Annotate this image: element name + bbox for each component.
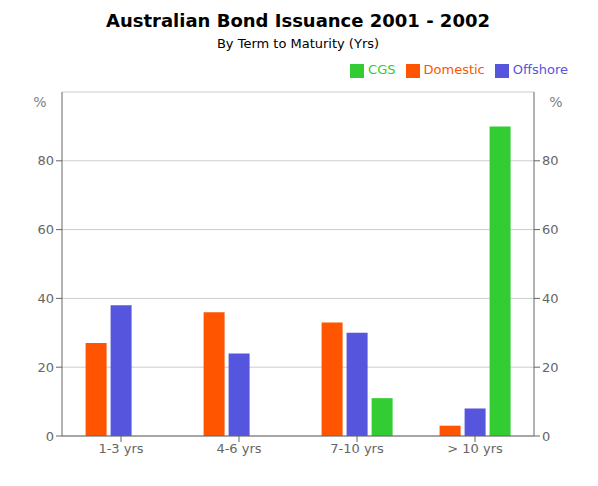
html-text:Domestic: Domestic	[423, 62, 485, 77]
svg-text:%: %	[33, 94, 46, 110]
svg-text:1-3 yrs: 1-3 yrs	[98, 441, 143, 456]
svg-text:20: 20	[37, 360, 54, 375]
svg-text:40: 40	[542, 291, 559, 306]
svg-text:%: %	[549, 94, 562, 110]
svg-text:20: 20	[542, 360, 559, 375]
svg-text:4-6 yrs: 4-6 yrs	[216, 441, 261, 456]
html-text:CGS: CGS	[368, 62, 396, 77]
svg-text:80: 80	[542, 153, 559, 168]
html-text:By Term to Maturity (Yrs): By Term to Maturity (Yrs)	[216, 36, 380, 51]
svg-text:0: 0	[542, 429, 550, 444]
svg-text:0: 0	[46, 429, 54, 444]
svg-text:> 10 yrs: > 10 yrs	[447, 441, 503, 456]
svg-text:60: 60	[542, 222, 559, 237]
svg-text:80: 80	[37, 153, 54, 168]
html-text:Australian Bond Issuance 2001: Australian Bond Issuance 2001 - 2002	[106, 10, 490, 31]
svg-text:7-10 yrs: 7-10 yrs	[330, 441, 384, 456]
svg-text:40: 40	[37, 291, 54, 306]
html-text:Offshore: Offshore	[512, 62, 568, 77]
svg-text:60: 60	[37, 222, 54, 237]
